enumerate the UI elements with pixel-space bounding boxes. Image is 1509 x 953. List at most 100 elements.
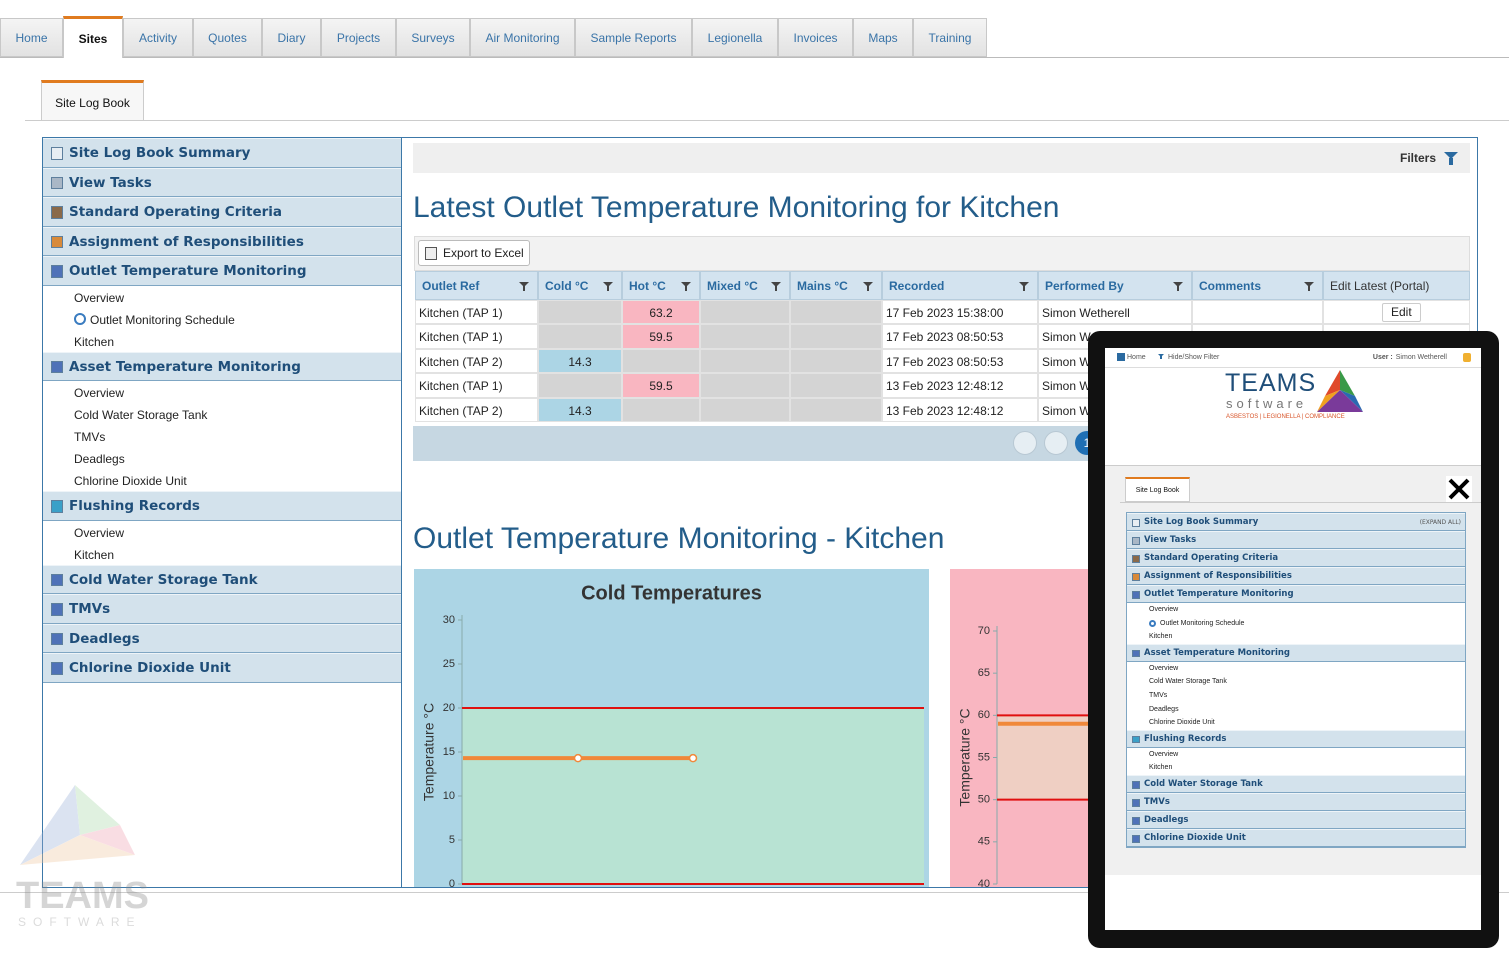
nav-tab[interactable]: Training (913, 18, 987, 57)
sidebar-item-text: Deadlegs (1149, 705, 1179, 713)
sidebar-item[interactable]: Cold Water Storage Tank (43, 403, 401, 425)
sidebar-heading[interactable]: Cold Water Storage Tank (43, 564, 401, 594)
logo-shape (1340, 370, 1355, 396)
tablet-screen: Home Hide/Show Filter User : Simon Wetherel… (1105, 348, 1481, 930)
sidebar-heading[interactable]: Flushing Records (43, 491, 401, 521)
pager-nav[interactable] (1044, 431, 1068, 455)
filter-icon (603, 282, 613, 291)
sidebar-heading[interactable]: TMVs (43, 594, 401, 624)
sidebar-heading[interactable]: Outlet Temperature Monitoring (43, 256, 401, 286)
sidebar-title: Cold Water Storage Tank (69, 571, 258, 588)
sidebar-item[interactable]: Overview (1127, 603, 1465, 617)
nav-tab[interactable]: Invoices (778, 18, 853, 57)
sidebar-heading[interactable]: Asset Temperature Monitoring (43, 351, 401, 381)
sidebar-heading[interactable]: Flushing Records (1127, 729, 1465, 748)
sidebar-item[interactable]: Outlet Monitoring Schedule (1127, 616, 1465, 631)
filter-stem (866, 286, 870, 291)
table-header[interactable]: Recorded (882, 271, 1038, 300)
sidebar-heading[interactable]: Chlorine Dioxide Unit (1127, 828, 1465, 847)
table-header[interactable]: Mains °C (790, 271, 882, 300)
table-header[interactable]: Cold °C (538, 271, 622, 300)
y-tick-label: 20 (443, 702, 455, 714)
sidebar-item[interactable]: Cold Water Storage Tank (1127, 675, 1465, 689)
chart: Cold Temperatures Temperature °C 0 5 10 15 20 2… (414, 569, 929, 887)
sidebar-item[interactable]: Overview (43, 381, 401, 403)
sidebar-heading[interactable]: Deadlegs (43, 623, 401, 653)
sidebar-heading[interactable]: View Tasks (1127, 531, 1465, 549)
sidebar-item[interactable]: Outlet Monitoring Schedule (43, 307, 401, 330)
sidebar-item[interactable]: TMVs (1127, 688, 1465, 703)
nav-tab[interactable]: Legionella (692, 18, 778, 57)
sidebar-heading[interactable]: Standard Operating Criteria (43, 197, 401, 227)
sidebar-icon (50, 573, 64, 587)
sidebar-heading[interactable]: Site Log Book Summary (EXPAND ALL) (1127, 513, 1465, 531)
sidebar-item[interactable]: Overview (43, 520, 401, 543)
nav-tab[interactable]: Diary (262, 18, 321, 57)
sidebar-item-text: Kitchen (1149, 764, 1173, 772)
expand-all[interactable]: (EXPAND ALL) (1419, 519, 1461, 526)
sidebar-item[interactable]: Overview (1127, 661, 1465, 676)
table-cell (700, 324, 790, 349)
table-header[interactable]: Outlet Ref (415, 271, 538, 300)
sidebar-heading[interactable]: Site Log Book Summary (43, 138, 401, 168)
filter-stem (606, 286, 610, 291)
user-name: Simon Wetherell (1395, 354, 1447, 361)
tablet-subtab[interactable]: Site Log Book (1125, 477, 1190, 502)
watermark-name: TEAMS (16, 875, 149, 917)
sidebar-title: Asset Temperature Monitoring (69, 358, 301, 375)
nav-tab[interactable]: Quotes (193, 18, 262, 57)
table-cell: 59.5 (622, 324, 700, 349)
table-header[interactable]: Comments (1192, 271, 1323, 300)
pager-nav[interactable] (1013, 431, 1037, 455)
sidebar-item[interactable]: Overview (1127, 747, 1465, 762)
filter-link[interactable]: Hide/Show Filter (1168, 354, 1220, 361)
sidebar-heading[interactable]: Outlet Temperature Monitoring (1127, 585, 1465, 603)
sidebar-heading[interactable]: View Tasks (43, 167, 401, 197)
home-link[interactable]: Home (1127, 354, 1146, 361)
table-cell (538, 300, 622, 325)
nav-tab[interactable]: Activity (123, 18, 193, 57)
table-header[interactable]: Hot °C (622, 271, 700, 300)
sidebar-item[interactable]: Overview (43, 285, 401, 308)
sidebar-heading[interactable]: Asset Temperature Monitoring (1127, 643, 1465, 662)
sidebar-item[interactable]: Kitchen (1127, 630, 1465, 644)
nav-tab[interactable]: Sample Reports (575, 18, 692, 57)
nav-tab[interactable]: Maps (853, 18, 913, 57)
sidebar-heading[interactable]: TMVs (1127, 792, 1465, 811)
sidebar-item[interactable]: TMVs (43, 425, 401, 447)
nav-tab[interactable]: Air Monitoring (470, 18, 575, 57)
sidebar-heading[interactable]: Cold Water Storage Tank (1127, 774, 1465, 793)
sidebar-title: Assignment of Responsibilities (69, 233, 304, 250)
sidebar-item[interactable]: Deadlegs (43, 447, 401, 469)
nav-tab[interactable]: Surveys (396, 18, 470, 57)
close-button[interactable] (1446, 476, 1472, 502)
sidebar-item[interactable]: Chlorine Dioxide Unit (43, 469, 401, 491)
sidebar-item[interactable]: Kitchen (43, 329, 401, 352)
table-header[interactable]: Performed By (1038, 271, 1192, 300)
logo-shape (1317, 390, 1363, 412)
table-header[interactable]: Edit Latest (Portal) (1323, 271, 1470, 300)
sidebar-item[interactable]: Kitchen (1127, 761, 1465, 775)
cell-text: 14.3 (568, 354, 592, 369)
sidebar-item[interactable]: Chlorine Dioxide Unit (1127, 716, 1465, 730)
sidebar-item[interactable]: Deadlegs (1127, 702, 1465, 717)
sidebar-icon (1132, 519, 1140, 527)
table-header[interactable]: Mixed °C (700, 271, 790, 300)
export-button[interactable]: Export to Excel (418, 240, 530, 266)
subtab[interactable]: Site Log Book (41, 80, 144, 121)
sidebar-heading[interactable]: Standard Operating Criteria (1127, 549, 1465, 567)
filters-label[interactable]: Filters (1399, 151, 1436, 165)
sidebar-title: Deadlegs (69, 630, 140, 647)
nav-tab[interactable]: Sites (63, 16, 123, 58)
nav-tab[interactable]: Projects (321, 18, 396, 57)
cell-text: 17 Feb 2023 15:38:00 (886, 306, 1004, 320)
nav-tab[interactable]: Home (0, 18, 63, 57)
edit-button[interactable]: Edit (1382, 303, 1421, 322)
sidebar-heading[interactable]: Assignment of Responsibilities (1127, 567, 1465, 585)
sidebar-heading[interactable]: Assignment of Responsibilities (43, 226, 401, 256)
sidebar-heading[interactable]: Deadlegs (1127, 810, 1465, 829)
sidebar-icon (1132, 735, 1140, 744)
sidebar-item[interactable]: Kitchen (43, 542, 401, 565)
close-icon[interactable] (1446, 476, 1472, 502)
sidebar-heading[interactable]: Chlorine Dioxide Unit (43, 653, 401, 683)
